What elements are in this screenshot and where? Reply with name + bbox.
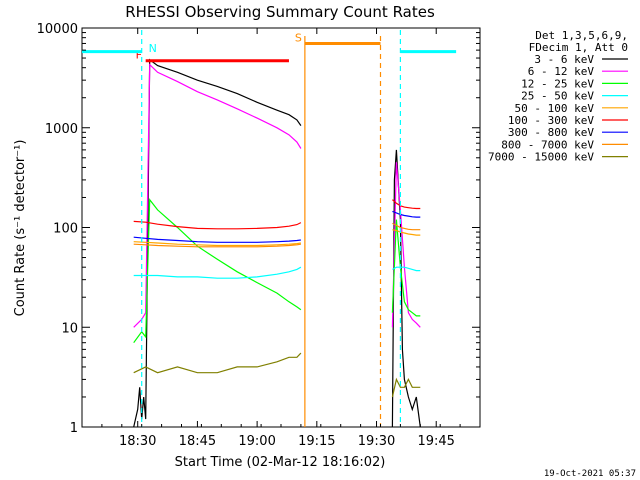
x-axis-label: Start Time (02-Mar-12 18:16:02) bbox=[175, 455, 386, 470]
x-axis: 18:30 18:45 19:00 19:15 19:30 19:45 bbox=[101, 28, 461, 449]
annotation-label-F: F bbox=[136, 49, 142, 62]
series-line-0-segment-1 bbox=[391, 149, 421, 428]
chart-title: RHESSI Observing Summary Count Rates bbox=[125, 3, 435, 21]
legend-label-6: 300 - 800 keV bbox=[508, 126, 594, 139]
y-tick-label: 10000 bbox=[37, 22, 78, 37]
legend-label-7: 800 - 7000 keV bbox=[501, 138, 594, 151]
y-axis: 1 10 100 1000 10000 bbox=[37, 22, 480, 436]
legend-label-4: 50 - 100 keV bbox=[515, 102, 595, 115]
series-line-6-segment-1 bbox=[392, 210, 421, 218]
legend-label-3: 25 - 50 keV bbox=[521, 90, 594, 103]
series-line-7-segment-1 bbox=[392, 222, 421, 231]
series-line-2-segment-1 bbox=[391, 219, 421, 317]
series-line-7-segment-0 bbox=[133, 243, 301, 248]
y-axis-label: Count Rate (s⁻¹ detector⁻¹) bbox=[13, 140, 28, 317]
series-layer bbox=[133, 58, 421, 428]
series-line-5-segment-1 bbox=[391, 199, 421, 210]
series-line-1-segment-1 bbox=[391, 162, 421, 328]
series-line-3-segment-0 bbox=[133, 266, 302, 279]
legend-label-0: 3 - 6 keV bbox=[534, 53, 594, 66]
legend-label-5: 100 - 300 keV bbox=[508, 114, 594, 127]
legend-header-line-1: Det 1,3,5,6,9, bbox=[535, 29, 628, 42]
x-tick-label: 19:45 bbox=[417, 434, 454, 449]
y-tick-label: 1 bbox=[70, 421, 78, 436]
x-tick-label: 18:45 bbox=[179, 434, 216, 449]
series-line-4-segment-0 bbox=[133, 241, 301, 247]
timestamp: 19-Oct-2021 05:37 bbox=[544, 469, 636, 479]
series-line-4-segment-1 bbox=[392, 229, 421, 236]
series-line-5-segment-0 bbox=[133, 220, 302, 230]
series-line-6-segment-0 bbox=[133, 236, 301, 243]
legend-label-1: 6 - 12 keV bbox=[528, 65, 595, 78]
annotation-layer: FN S bbox=[82, 30, 457, 427]
y-tick-label: 10 bbox=[61, 321, 78, 336]
legend-label-8: 7000 - 15000 keV bbox=[488, 151, 594, 164]
series-line-8-segment-0 bbox=[133, 352, 302, 374]
x-tick-label: 19:30 bbox=[358, 434, 395, 449]
legend-header-line-2: FDecim 1, Att 0 bbox=[529, 41, 628, 54]
legend-label-2: 12 - 25 keV bbox=[521, 77, 594, 90]
annotation-label-N: N bbox=[149, 42, 157, 55]
series-line-1-segment-0 bbox=[133, 63, 302, 328]
x-tick-label: 18:30 bbox=[119, 434, 156, 449]
series-line-0-segment-0 bbox=[133, 58, 302, 428]
series-line-3-segment-1 bbox=[392, 266, 421, 272]
y-tick-label: 100 bbox=[53, 222, 78, 237]
y-tick-label: 1000 bbox=[45, 122, 78, 137]
x-tick-label: 19:00 bbox=[238, 434, 275, 449]
series-line-2-segment-0 bbox=[133, 198, 302, 344]
x-tick-label: 19:15 bbox=[298, 434, 335, 449]
series-line-8-segment-1 bbox=[391, 377, 421, 398]
legend: Det 1,3,5,6,9, FDecim 1, Att 0 3 - 6 keV… bbox=[488, 29, 628, 164]
annotation-label-S: S bbox=[295, 31, 302, 44]
